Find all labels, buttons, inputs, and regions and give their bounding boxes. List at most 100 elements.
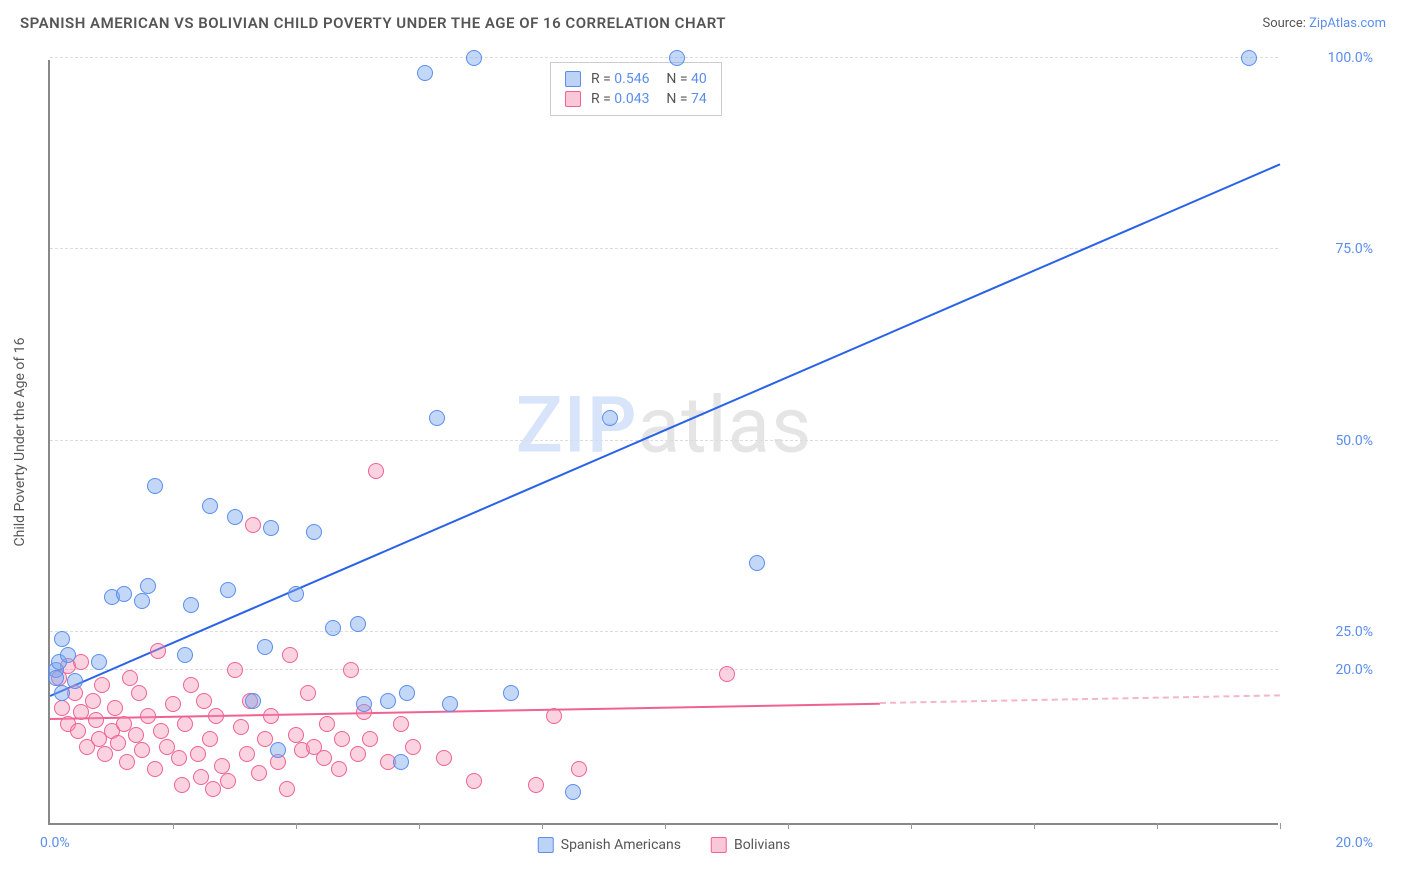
data-point xyxy=(1241,50,1257,66)
data-point xyxy=(393,716,409,732)
data-point xyxy=(60,647,76,663)
data-point xyxy=(319,716,335,732)
data-point xyxy=(571,761,587,777)
stats-row-series1: R = 0.546 N = 40 xyxy=(565,69,707,89)
y-tick-label: 100.0% xyxy=(1303,50,1373,66)
y-axis-label: Child Poverty Under the Age of 16 xyxy=(12,337,28,546)
data-point xyxy=(116,586,132,602)
data-point xyxy=(73,704,89,720)
x-tick-mark xyxy=(542,823,543,829)
data-point xyxy=(233,719,249,735)
data-point xyxy=(393,754,409,770)
data-point xyxy=(565,784,581,800)
data-point xyxy=(436,750,452,766)
data-point xyxy=(466,50,482,66)
data-point xyxy=(70,723,86,739)
data-point xyxy=(171,750,187,766)
gridline xyxy=(50,631,1278,632)
data-point xyxy=(107,700,123,716)
data-point xyxy=(442,696,458,712)
data-point xyxy=(54,700,70,716)
data-point xyxy=(227,662,243,678)
gridline xyxy=(50,440,1278,441)
data-point xyxy=(362,731,378,747)
swatch-icon xyxy=(538,837,554,853)
data-point xyxy=(399,685,415,701)
watermark: ZIPatlas xyxy=(516,381,813,472)
data-point xyxy=(279,781,295,797)
data-point xyxy=(134,742,150,758)
data-point xyxy=(331,761,347,777)
data-point xyxy=(147,478,163,494)
swatch-icon xyxy=(711,837,727,853)
data-point xyxy=(220,773,236,789)
data-point xyxy=(214,758,230,774)
data-point xyxy=(205,781,221,797)
data-point xyxy=(749,555,765,571)
data-point xyxy=(220,582,236,598)
data-point xyxy=(85,693,101,709)
legend-item-series2: Bolivians xyxy=(711,837,790,853)
data-point xyxy=(196,693,212,709)
data-point xyxy=(202,498,218,514)
x-tick-mark xyxy=(296,823,297,829)
data-point xyxy=(147,761,163,777)
x-tick-mark xyxy=(1280,823,1281,829)
data-point xyxy=(356,696,372,712)
data-point xyxy=(257,639,273,655)
data-point xyxy=(122,670,138,686)
x-tick-label: 20.0% xyxy=(1303,835,1373,851)
legend-item-series1: Spanish Americans xyxy=(538,837,681,853)
data-point xyxy=(343,662,359,678)
data-point xyxy=(48,670,64,686)
y-tick-label: 75.0% xyxy=(1303,241,1373,257)
data-point xyxy=(131,685,147,701)
data-point xyxy=(150,643,166,659)
data-point xyxy=(306,524,322,540)
data-point xyxy=(288,586,304,602)
data-point xyxy=(368,463,384,479)
data-point xyxy=(177,647,193,663)
data-point xyxy=(94,677,110,693)
bottom-legend: Spanish Americans Bolivians xyxy=(538,837,791,853)
data-point xyxy=(417,65,433,81)
data-point xyxy=(140,708,156,724)
stats-row-series2: R = 0.043 N = 74 xyxy=(565,89,707,109)
stats-legend-box: R = 0.546 N = 40 R = 0.043 N = 74 xyxy=(550,62,722,116)
data-point xyxy=(183,677,199,693)
data-point xyxy=(128,727,144,743)
data-point xyxy=(270,742,286,758)
y-tick-label: 50.0% xyxy=(1303,433,1373,449)
y-tick-label: 25.0% xyxy=(1303,624,1373,640)
data-point xyxy=(350,616,366,632)
data-point xyxy=(245,517,261,533)
data-point xyxy=(669,50,685,66)
swatch-icon xyxy=(565,91,581,107)
data-point xyxy=(380,693,396,709)
data-point xyxy=(282,647,298,663)
data-point xyxy=(140,578,156,594)
data-point xyxy=(719,666,735,682)
data-point xyxy=(97,746,113,762)
data-point xyxy=(91,654,107,670)
data-point xyxy=(263,708,279,724)
chart-title: SPANISH AMERICAN VS BOLIVIAN CHILD POVER… xyxy=(20,14,726,32)
data-point xyxy=(54,685,70,701)
data-point xyxy=(165,696,181,712)
trend-line xyxy=(50,163,1281,697)
data-point xyxy=(88,712,104,728)
data-point xyxy=(405,739,421,755)
source-link[interactable]: ZipAtlas.com xyxy=(1309,16,1386,31)
trend-line xyxy=(880,695,1280,705)
data-point xyxy=(110,735,126,751)
correlation-chart: ZIPatlas R = 0.546 N = 40 R = 0.043 N = … xyxy=(48,60,1278,825)
data-point xyxy=(528,777,544,793)
data-point xyxy=(202,731,218,747)
data-point xyxy=(208,708,224,724)
data-point xyxy=(546,708,562,724)
data-point xyxy=(325,620,341,636)
data-point xyxy=(190,746,206,762)
source-attribution: Source: ZipAtlas.com xyxy=(1262,16,1386,31)
data-point xyxy=(429,410,445,426)
data-point xyxy=(245,693,261,709)
